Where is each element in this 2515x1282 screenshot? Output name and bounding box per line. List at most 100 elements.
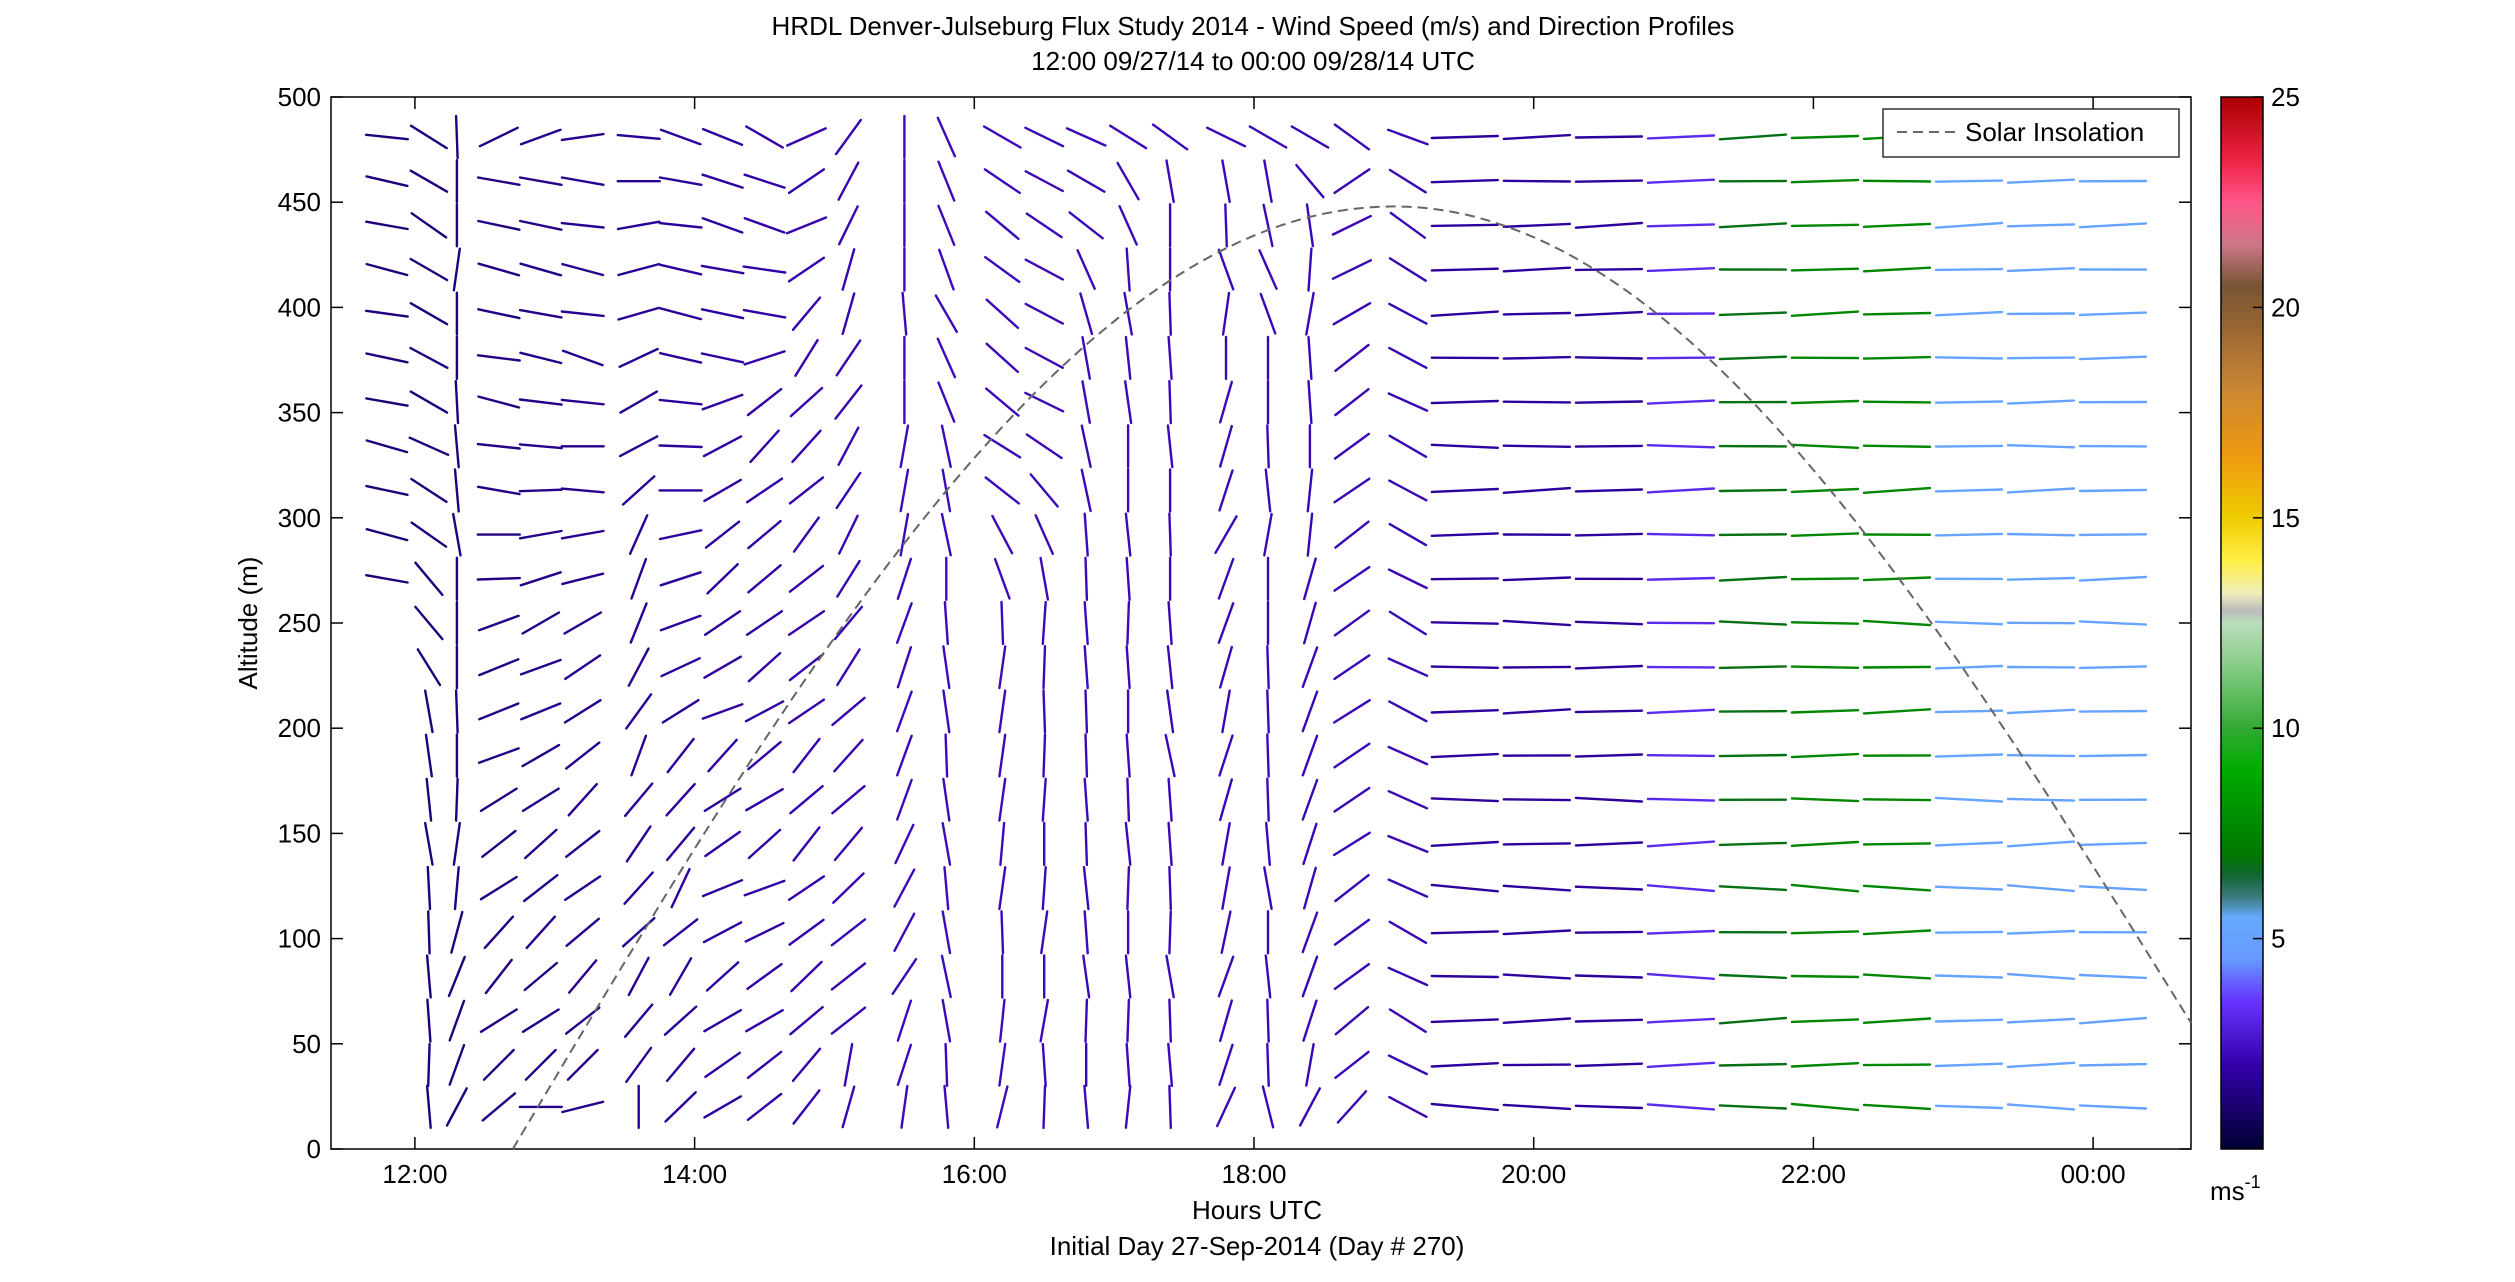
- wind-stick: [838, 514, 859, 555]
- wind-stick: [1081, 336, 1092, 380]
- wind-stick: [561, 262, 605, 277]
- wind-stick: [479, 1008, 518, 1034]
- wind-stick: [621, 475, 656, 506]
- wind-stick: [662, 918, 699, 947]
- wind-stick: [1333, 742, 1371, 769]
- wind-stick: [1934, 620, 2004, 626]
- wind-stick: [1024, 126, 1065, 148]
- wind-stick: [787, 698, 826, 725]
- wind-stick: [1790, 930, 1860, 935]
- wind-stick: [942, 645, 951, 690]
- wind-stick: [1502, 486, 1572, 494]
- wind-stick: [1574, 1062, 1644, 1068]
- wind-stick: [1125, 645, 1131, 690]
- wind-stick: [1333, 786, 1371, 813]
- wind-stick: [1430, 709, 1500, 714]
- wind-stick: [1862, 1103, 1932, 1111]
- wind-stick: [2078, 1062, 2148, 1067]
- wind-stick: [788, 564, 825, 593]
- wind-stick: [1430, 974, 1500, 979]
- wind-stick: [1934, 221, 2004, 229]
- wind-stick: [1039, 998, 1050, 1043]
- wind-stick: [1574, 1104, 1644, 1110]
- wind-stick: [2078, 575, 2148, 582]
- wind-stick: [1862, 708, 1932, 715]
- wind-stick: [477, 747, 520, 764]
- wind-stick: [1574, 267, 1644, 272]
- wind-stick: [936, 116, 957, 158]
- wind-stick: [1862, 884, 1932, 892]
- wind-stick: [1862, 842, 1932, 846]
- wind-stick: [1502, 133, 1572, 141]
- wind-stick: [659, 307, 703, 321]
- wind-stick: [998, 777, 1007, 822]
- wind-stick: [482, 1048, 515, 1081]
- wind-stick: [1790, 883, 1860, 893]
- wind-stick: [1790, 399, 1860, 405]
- wind-stick: [1718, 841, 1788, 847]
- wind-stick: [447, 955, 466, 998]
- wind-stick: [477, 395, 521, 409]
- wind-stick: [666, 737, 695, 774]
- wind-stick: [704, 520, 741, 549]
- wind-stick: [1718, 575, 1788, 582]
- wind-stick: [834, 118, 862, 156]
- wind-stick: [659, 128, 702, 146]
- solar-insolation-line: [511, 205, 2192, 1150]
- wind-stick: [942, 777, 951, 822]
- wind-stick: [2006, 223, 2076, 228]
- wind-stick: [476, 485, 521, 496]
- wind-stick: [1934, 179, 2004, 183]
- wind-stick: [627, 647, 650, 687]
- wind-stick: [2078, 355, 2148, 361]
- wind-stick: [985, 387, 1020, 417]
- wind-stick: [454, 379, 460, 425]
- wind-stick: [1862, 444, 1932, 448]
- wind-stick: [2006, 487, 2076, 494]
- wind-stick: [893, 868, 916, 908]
- wind-stick: [901, 291, 908, 336]
- wind-stick: [1305, 1042, 1315, 1087]
- wind-stick: [1215, 1086, 1237, 1128]
- wind-stick: [519, 128, 562, 146]
- wind-stick: [899, 424, 910, 469]
- wind-stick: [1502, 222, 1572, 229]
- wind-stick: [1220, 910, 1232, 954]
- wind-stick: [1168, 512, 1173, 557]
- wind-stick: [409, 302, 449, 326]
- wind-stick: [747, 519, 782, 550]
- wind-stick: [1387, 657, 1429, 677]
- wind-stick: [1646, 267, 1716, 273]
- wind-stick: [2078, 311, 2148, 317]
- wind-stick: [1083, 645, 1089, 690]
- wind-stick: [1109, 124, 1148, 150]
- wind-stick: [1248, 125, 1288, 149]
- wind-stick: [2006, 1103, 2076, 1111]
- wind-stick: [452, 247, 461, 292]
- wind-stick: [700, 352, 745, 364]
- wind-stick: [624, 1003, 654, 1038]
- wind-stick: [2006, 178, 2076, 184]
- wind-stick: [479, 787, 518, 813]
- wind-stick: [1862, 798, 1932, 802]
- wind-stick: [746, 1050, 783, 1080]
- wind-stick: [665, 1047, 696, 1083]
- wind-stick: [985, 210, 1020, 241]
- wind-stick: [1646, 708, 1716, 715]
- wind-stick: [1125, 556, 1131, 601]
- wind-stick: [668, 957, 693, 996]
- wind-stick: [1221, 689, 1231, 734]
- wind-stick: [1218, 1043, 1234, 1087]
- wind-stick: [993, 557, 1011, 600]
- wind-stick: [424, 822, 434, 866]
- wind-stick: [940, 954, 952, 999]
- wind-stick: [1066, 169, 1106, 193]
- wind-stick: [1574, 135, 1644, 139]
- wind-stick: [2006, 797, 2076, 802]
- wind-stick: [1124, 1084, 1132, 1130]
- wind-stick: [1305, 291, 1315, 336]
- wind-stick: [1387, 834, 1429, 853]
- wind-stick: [1167, 777, 1173, 822]
- wind-stick: [1217, 557, 1235, 600]
- wind-stick: [1430, 930, 1500, 935]
